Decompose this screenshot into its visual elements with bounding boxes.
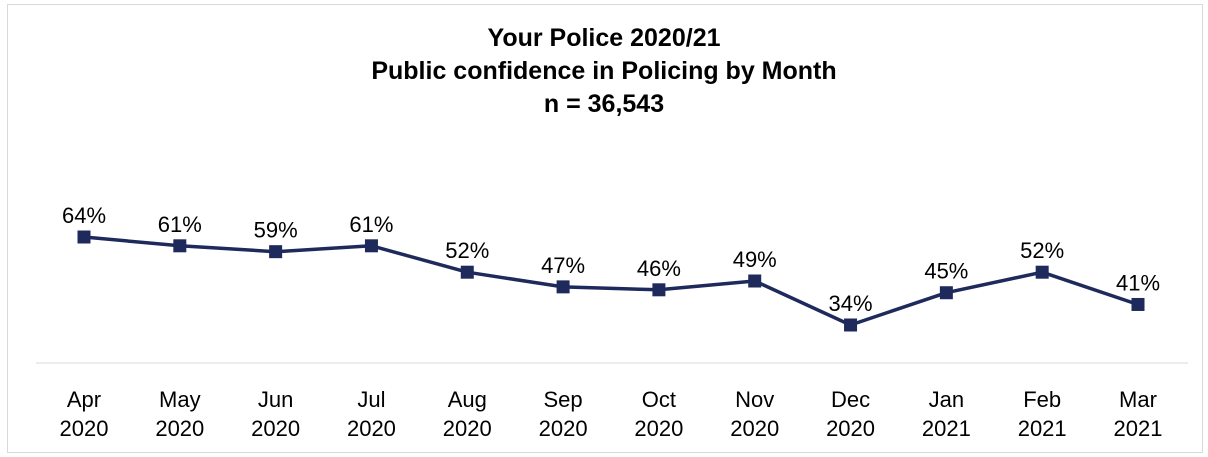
chart-subtitle: Public confidence in Policing by Month [371, 57, 837, 85]
data-point [748, 274, 762, 288]
x-tick-layer: Apr 2020 May 2020 Jun 2020 Jul 2020 Aug 2020 Sep 20… [60, 387, 1163, 441]
data-label-layer: 64% 61% 59% 61% 52% 47% 46% 49% 34% 45% 52% 41% [62, 203, 1160, 316]
x-tick-label: May 2020 [155, 387, 204, 441]
x-tick-label: Sep 2020 [539, 387, 588, 441]
data-label: 52% [445, 238, 489, 263]
data-label: 61% [349, 212, 393, 237]
data-point [269, 245, 283, 259]
data-point [364, 239, 378, 253]
data-point [652, 283, 666, 297]
data-point [939, 286, 953, 300]
data-label: 61% [158, 212, 202, 237]
x-tick-label: Jun 2020 [251, 387, 300, 441]
data-point [173, 239, 187, 253]
data-point [556, 280, 570, 294]
series-line [83, 235, 1139, 327]
data-label: 46% [637, 256, 681, 281]
data-point [844, 318, 858, 332]
data-label: 47% [541, 253, 585, 278]
chart-frame [7, 4, 1203, 453]
data-point [1131, 297, 1145, 311]
x-tick-label: Oct 2020 [634, 387, 683, 441]
data-label: 41% [1116, 270, 1160, 295]
chart-titles: Your Police 2020/21 Public confidence in… [0, 22, 1208, 121]
x-tick-label: Jan 2021 [922, 387, 971, 441]
x-tick-label: Apr 2020 [60, 387, 109, 441]
data-label: 52% [1020, 238, 1064, 263]
chart-title: Your Police 2020/21 [487, 24, 721, 52]
data-point [460, 265, 474, 279]
x-tick-label: Aug 2020 [443, 387, 492, 441]
series-layer [77, 230, 1145, 332]
data-point [1035, 265, 1049, 279]
x-tick-label: Nov 2020 [730, 387, 779, 441]
data-label: 59% [254, 218, 298, 243]
chart-sample-size: n = 36,543 [543, 90, 665, 118]
data-label: 49% [733, 247, 777, 272]
data-label: 45% [924, 259, 968, 284]
data-label: 34% [829, 291, 873, 316]
x-tick-label: Jul 2020 [347, 387, 396, 441]
data-label: 64% [62, 203, 106, 228]
x-tick-label: Mar 2021 [1114, 387, 1163, 441]
x-tick-label: Feb 2021 [1018, 387, 1067, 441]
x-tick-label: Dec 2020 [826, 387, 875, 441]
data-point [77, 230, 91, 244]
